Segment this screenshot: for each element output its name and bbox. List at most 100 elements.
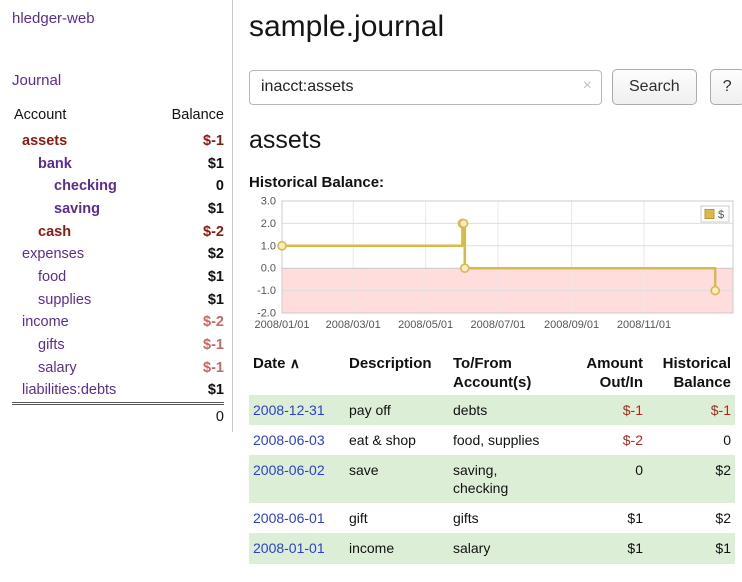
account-balance: $-2	[203, 223, 224, 240]
sidebar-account-liabilities-debts[interactable]: liabilities:debts	[22, 382, 117, 399]
sidebar-account-income[interactable]: income	[22, 314, 69, 331]
register-amount: $-1	[622, 401, 643, 418]
account-balance: $1	[207, 382, 224, 399]
register-row[interactable]: 2008-06-03 eat & shop food, supplies $-2 0	[249, 425, 735, 455]
y-tick-label: 0.0	[261, 263, 276, 275]
accounts-total: 0	[151, 402, 224, 429]
sidebar-account-checking[interactable]: checking	[54, 178, 117, 195]
y-tick-label: 3.0	[261, 196, 276, 208]
sort-asc-icon: ∧	[289, 355, 300, 371]
sidebar-account-supplies[interactable]: supplies	[38, 291, 92, 308]
register-description: eat & shop	[349, 431, 416, 448]
account-row: checking 0	[12, 175, 224, 198]
main-content: sample.journal × Search ? assets Histori…	[249, 0, 742, 564]
account-balance: $-1	[203, 359, 224, 376]
sidebar-account-saving[interactable]: saving	[54, 201, 100, 218]
accounts-col-balance: Balance	[171, 107, 224, 123]
sidebar-account-gifts[interactable]: gifts	[38, 337, 65, 354]
accounts-table-body: assets $-1 bank $1 checking 0 saving $1 cash $-2 e…	[12, 130, 224, 429]
account-row: supplies $1	[12, 289, 224, 312]
x-tick-label: 2008/07/01	[470, 319, 525, 331]
register-row[interactable]: 2008-06-02 save saving, checking 0 $2	[249, 454, 735, 504]
search-bar: × Search ?	[249, 69, 742, 105]
account-row: salary $-1	[12, 357, 224, 380]
app-title-link[interactable]: hledger-web	[12, 10, 95, 27]
search-button[interactable]: Search	[612, 69, 697, 105]
account-row: cash $-2	[12, 221, 224, 244]
account-balance: $1	[207, 269, 224, 286]
search-input[interactable]	[249, 69, 602, 105]
register-balance: $-1	[710, 401, 731, 418]
register-col-amount: Amount Out/In	[586, 355, 643, 391]
chart-title: Historical Balance:	[249, 174, 385, 191]
register-date-link[interactable]: 2008-12-31	[253, 401, 325, 418]
x-tick-label: 2008/11/01	[617, 319, 671, 331]
sidebar-account-cash[interactable]: cash	[38, 223, 72, 240]
account-row: bank $1	[12, 153, 224, 176]
account-row: income $-2	[12, 311, 224, 334]
accounts-total-row: 0	[12, 402, 224, 429]
nav-journal-link[interactable]: Journal	[12, 72, 62, 89]
x-tick-label: 2008/03/01	[326, 319, 381, 331]
account-balance: $-1	[203, 133, 224, 149]
y-tick-label: -2.0	[257, 308, 276, 320]
clear-search-icon[interactable]: ×	[582, 76, 592, 94]
register-col-balance: Historical Balance	[662, 355, 731, 391]
legend-label: $	[718, 209, 724, 221]
chart-plot-border	[281, 200, 734, 314]
register-table-body: 2008-12-31 pay off debts $-1 $-1 2008-06-03 ea…	[249, 394, 735, 564]
account-row: gifts $-1	[12, 334, 224, 357]
account-row: assets $-1	[12, 130, 224, 153]
register-date-link[interactable]: 2008-06-01	[253, 510, 325, 527]
register-date-link[interactable]: 2008-06-03	[253, 431, 325, 448]
sidebar-account-bank[interactable]: bank	[38, 155, 72, 172]
register-row[interactable]: 2008-01-01 income salary $1 $1	[249, 533, 735, 564]
page-title: sample.journal	[249, 10, 445, 43]
register-description: pay off	[349, 401, 391, 418]
account-balance: $1	[207, 155, 224, 172]
sidebar-account-salary[interactable]: salary	[38, 359, 77, 376]
y-tick-label: -1.0	[257, 285, 276, 297]
register-date-link[interactable]: 2008-06-02	[253, 461, 325, 478]
register-col-date: Date	[253, 355, 286, 372]
register-amount: $1	[627, 540, 643, 557]
accounts-col-account: Account	[14, 107, 67, 123]
sidebar-account-food[interactable]: food	[38, 269, 67, 286]
chart-point	[459, 263, 470, 273]
register-row[interactable]: 2008-12-31 pay off debts $-1 $-1	[249, 394, 735, 425]
register-table: Date ∧ Description To/From Account(s) Am…	[249, 353, 735, 564]
y-tick-label: 1.0	[261, 240, 276, 252]
register-row[interactable]: 2008-06-01 gift gifts $1 $2	[249, 503, 735, 533]
account-row: saving $1	[12, 198, 224, 221]
sidebar-account-assets[interactable]: assets	[22, 133, 68, 149]
register-amount: $-2	[622, 431, 643, 448]
x-tick-label: 2008/05/01	[398, 319, 453, 331]
account-balance: $1	[207, 291, 224, 308]
account-balance: 0	[215, 178, 224, 195]
register-balance: 0	[723, 431, 731, 448]
register-accounts: debts	[453, 401, 488, 418]
register-amount: $1	[627, 510, 643, 527]
chart-point	[458, 218, 469, 229]
register-col-description: Description	[349, 355, 432, 372]
register-description: save	[349, 461, 379, 478]
register-balance: $2	[715, 461, 731, 478]
sidebar-account-expenses[interactable]: expenses	[22, 246, 85, 263]
register-balance: $2	[715, 510, 731, 527]
register-description: income	[349, 540, 395, 557]
register-accounts: gifts	[453, 510, 479, 527]
register-accounts: salary	[453, 540, 491, 557]
account-row: food $1	[12, 266, 224, 289]
chart-point	[710, 285, 720, 296]
sidebar: hledger-web Journal Account Balance asse…	[0, 0, 233, 432]
x-tick-label: 2008/01/01	[254, 319, 309, 331]
register-date-link[interactable]: 2008-01-01	[253, 540, 325, 557]
account-row: expenses $2	[12, 243, 224, 266]
sort-by-date[interactable]: Date ∧	[253, 355, 300, 372]
account-heading: assets	[249, 126, 322, 154]
help-button[interactable]: ?	[709, 69, 742, 105]
legend-swatch	[704, 209, 715, 219]
chart-point	[277, 240, 287, 251]
account-row: liabilities:debts $1	[12, 379, 224, 403]
